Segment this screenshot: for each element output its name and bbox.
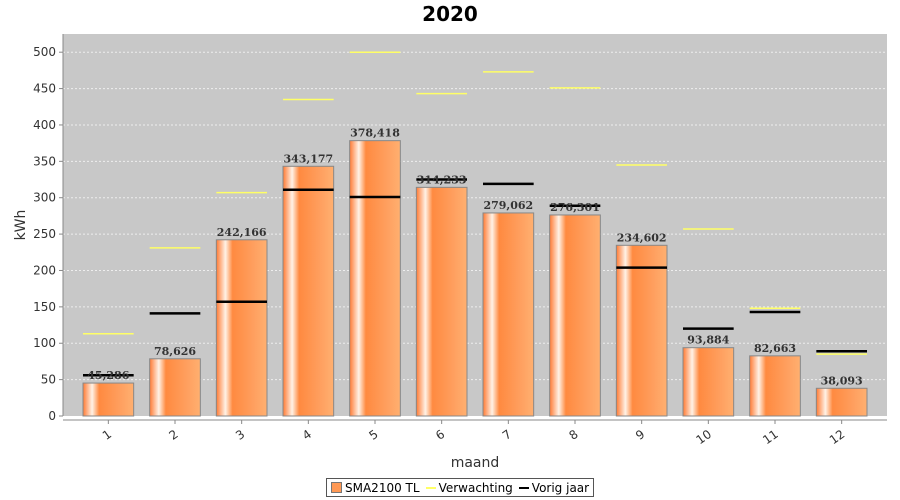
legend-swatch-bar [331, 482, 342, 493]
legend-item-verwachting: Verwachting [425, 480, 513, 495]
x-tick-label: 12 [827, 427, 848, 447]
x-tick-label: 7 [500, 427, 514, 443]
bar-value-label: 343,177 [283, 152, 333, 165]
chart-title: 2020 [422, 2, 478, 26]
x-tick-label: 9 [633, 427, 647, 443]
bar [82, 382, 135, 417]
legend-label: Verwachting [438, 480, 513, 495]
x-tick-label: 2 [166, 427, 180, 443]
bar [749, 355, 801, 417]
x-tick-label: 4 [300, 427, 314, 443]
y-tick-label: 0 [48, 409, 56, 423]
y-axis-label: kWh [13, 210, 29, 241]
x-tick-label: 5 [366, 427, 380, 443]
y-axis: 0 50 100 150 200 250 300 350 400 450 500 [33, 45, 63, 423]
bar-value-label: 314,233 [417, 173, 467, 186]
legend-swatch-line [425, 486, 436, 489]
legend-item-bar: SMA2100 TL [331, 481, 420, 495]
plot-area [63, 34, 887, 416]
bar-value-label: 378,418 [350, 127, 400, 140]
bar-value-label: 45,286 [87, 369, 129, 382]
x-tick-label: 1 [100, 427, 114, 443]
y-tick-label: 150 [33, 300, 56, 314]
bar [149, 358, 201, 417]
y-tick-label: 500 [33, 45, 56, 59]
y-tick-label: 100 [33, 336, 56, 350]
y-tick-label: 200 [33, 263, 56, 277]
bar-value-label: 242,166 [217, 226, 267, 239]
bar-value-label: 279,062 [483, 199, 533, 212]
bar [682, 347, 735, 417]
bar [482, 212, 535, 417]
x-tick-label: 11 [760, 427, 781, 447]
y-tick-label: 350 [33, 154, 56, 168]
bar-series [82, 140, 868, 417]
legend-item-vorig-jaar: Vorig jaar [518, 480, 590, 495]
bar [349, 140, 401, 417]
x-tick-label: 6 [433, 427, 447, 443]
bar [549, 214, 601, 417]
bar-value-label: 78,626 [154, 345, 196, 358]
x-tick-label: 10 [694, 427, 715, 447]
bar-value-label: 234,602 [617, 231, 667, 244]
legend-swatch-line [518, 486, 529, 489]
y-tick-label: 400 [33, 118, 56, 132]
y-tick-label: 300 [33, 191, 56, 205]
x-axis-label: maand [451, 455, 500, 471]
bar-value-label: 82,663 [754, 342, 796, 355]
x-tick-label: 3 [233, 427, 247, 443]
marker-series [83, 51, 867, 377]
bar-value-label: 93,884 [687, 334, 729, 347]
legend-label: Vorig jaar [531, 480, 590, 495]
bar [815, 387, 868, 417]
y-tick-label: 250 [33, 227, 56, 241]
bar [282, 165, 335, 417]
legend: SMA2100 TL Verwachting Vorig jaar [326, 478, 595, 497]
x-tick-label: 8 [566, 427, 580, 443]
bar-value-label: 276,301 [550, 201, 600, 214]
x-axis: 1 2 3 4 5 6 7 8 9 10 11 12 [100, 420, 848, 447]
bar [215, 239, 268, 417]
bar [615, 244, 668, 417]
bar [415, 186, 468, 417]
legend-label: SMA2100 TL [345, 480, 420, 495]
y-tick-label: 450 [33, 82, 56, 96]
data-labels: 45,286 78,626 242,166 343,177 378,418 314,233… [87, 127, 862, 388]
y-tick-label: 50 [41, 373, 56, 387]
bar-value-label: 38,093 [821, 374, 863, 387]
